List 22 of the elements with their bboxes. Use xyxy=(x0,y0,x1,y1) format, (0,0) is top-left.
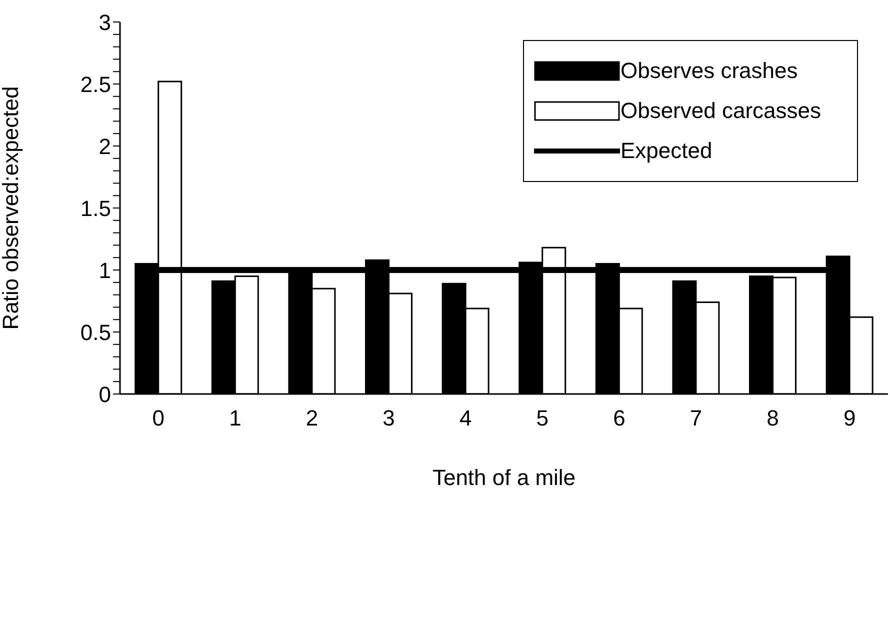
x-axis-title: Tenth of a mile xyxy=(432,465,576,490)
x-tick-label: 8 xyxy=(766,406,779,431)
y-tick-label: 3 xyxy=(98,10,111,35)
x-tick-label: 3 xyxy=(382,406,395,431)
x-tick-label: 2 xyxy=(306,406,318,431)
y-tick-label: 0 xyxy=(98,382,111,407)
y-tick-label: 1 xyxy=(98,258,111,283)
legend-label: Observed carcasses xyxy=(620,98,821,124)
y-tick-label: 2 xyxy=(98,134,111,159)
y-tick-label: 0.5 xyxy=(80,320,111,345)
y-axis-title: Ratio observed:expected xyxy=(0,86,23,330)
x-tick-label: 1 xyxy=(229,406,242,431)
y-tick-label: 1.5 xyxy=(80,196,111,221)
x-tick-label: 7 xyxy=(690,406,702,431)
x-tick-label: 9 xyxy=(843,406,856,431)
x-tick-label: 6 xyxy=(613,406,626,431)
x-tick-label: 0 xyxy=(152,406,165,431)
y-tick-label: 2.5 xyxy=(80,72,111,97)
legend-label: Observes crashes xyxy=(620,58,798,84)
x-tick-label: 4 xyxy=(459,406,472,431)
x-tick-label: 5 xyxy=(536,406,549,431)
legend-label: Expected xyxy=(620,138,712,164)
